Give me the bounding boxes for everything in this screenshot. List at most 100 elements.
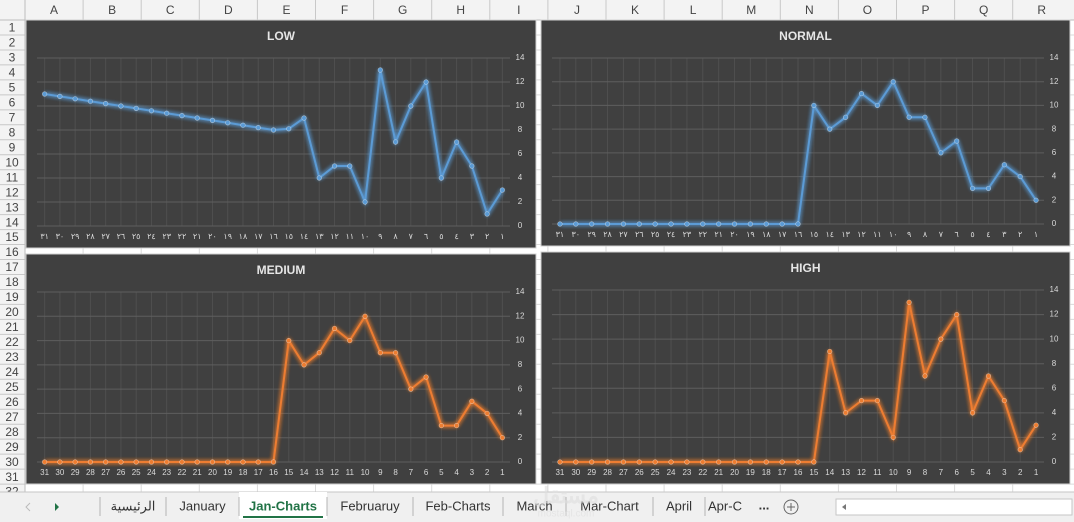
- x-tick-label: 10: [889, 468, 898, 477]
- sheet-tab[interactable]: January: [179, 498, 226, 513]
- horizontal-scrollbar[interactable]: [835, 498, 1073, 516]
- data-point: [731, 459, 738, 465]
- column-header[interactable]: I: [517, 3, 520, 17]
- x-tick-label: 26: [635, 468, 644, 477]
- x-tick-label: ٨: [393, 232, 398, 241]
- row-header[interactable]: 13: [5, 200, 19, 214]
- column-header[interactable]: A: [50, 3, 58, 17]
- sheet-tab[interactable]: Februaruy: [340, 498, 400, 513]
- sheet-tab[interactable]: April: [666, 498, 692, 513]
- column-header[interactable]: P: [922, 3, 930, 17]
- data-point: [874, 102, 880, 109]
- row-header[interactable]: 22: [5, 335, 19, 349]
- sheet-tab[interactable]: الرئيسية: [111, 498, 156, 514]
- scroll-arrow[interactable]: [842, 504, 846, 510]
- column-header[interactable]: R: [1037, 3, 1046, 17]
- row-header[interactable]: 17: [5, 260, 19, 274]
- row-header[interactable]: 20: [5, 305, 19, 319]
- x-tick-label: 16: [794, 468, 803, 477]
- row-header[interactable]: 14: [5, 215, 19, 229]
- column-header[interactable]: H: [456, 3, 465, 17]
- column-header[interactable]: J: [574, 3, 580, 17]
- column-header[interactable]: L: [690, 3, 697, 17]
- data-point: [890, 79, 896, 85]
- column-header[interactable]: D: [224, 3, 233, 17]
- x-tick-label: ٨: [923, 230, 928, 239]
- row-header[interactable]: 31: [5, 470, 19, 484]
- sheet-tab[interactable]: Jan-Charts: [249, 498, 317, 513]
- x-tick-label: 11: [346, 468, 355, 477]
- data-point: [906, 299, 912, 305]
- add-sheet-button[interactable]: [783, 499, 799, 515]
- row-header[interactable]: 28: [5, 425, 19, 439]
- chart-area: [25, 19, 537, 249]
- row-header[interactable]: 8: [9, 125, 16, 139]
- row-header[interactable]: 30: [5, 455, 19, 469]
- sheet-tab[interactable]: Feb-Charts: [425, 498, 491, 513]
- row-header[interactable]: 7: [9, 110, 16, 124]
- x-tick-label: ٢٣: [162, 232, 171, 241]
- column-header[interactable]: N: [805, 3, 814, 17]
- column-header[interactable]: M: [746, 3, 756, 17]
- data-point: [922, 373, 928, 379]
- x-tick-label: ٢٨: [603, 230, 612, 239]
- column-header[interactable]: Q: [979, 3, 988, 17]
- row-header[interactable]: 21: [5, 320, 19, 334]
- y-tick-label: 6: [518, 384, 523, 393]
- row-header[interactable]: 15: [5, 230, 19, 244]
- more-tabs[interactable]: ...: [759, 497, 770, 512]
- data-point: [423, 374, 429, 380]
- column-header[interactable]: O: [863, 3, 872, 17]
- watermark-url: mostaql.com: [538, 509, 595, 520]
- row-header[interactable]: 23: [5, 350, 19, 364]
- x-tick-label: ٢٢: [178, 232, 187, 241]
- y-tick-label: 14: [516, 53, 525, 62]
- column-header[interactable]: K: [631, 3, 639, 17]
- sheet-tab[interactable]: Mar-Chart: [580, 498, 639, 513]
- column-header[interactable]: F: [341, 3, 348, 17]
- row-header[interactable]: 16: [5, 245, 19, 259]
- data-point: [969, 410, 976, 416]
- sheet-tab[interactable]: March: [516, 498, 552, 513]
- data-point: [843, 114, 849, 120]
- row-header[interactable]: 26: [5, 395, 19, 409]
- row-header[interactable]: 18: [5, 275, 19, 289]
- column-header[interactable]: B: [108, 3, 116, 17]
- data-point: [469, 398, 475, 404]
- y-tick-label: 0: [1052, 457, 1057, 466]
- y-tick-label: 2: [518, 433, 523, 442]
- column-header[interactable]: G: [398, 3, 407, 17]
- row-header[interactable]: 1: [9, 21, 16, 35]
- scroll-right-button[interactable]: [55, 503, 59, 511]
- row-header[interactable]: 19: [5, 290, 19, 304]
- row-header[interactable]: 12: [5, 185, 19, 199]
- x-tick-label: 17: [254, 468, 263, 477]
- row-header[interactable]: 11: [6, 170, 19, 184]
- row-header[interactable]: 27: [5, 410, 19, 424]
- row-header[interactable]: 29: [5, 440, 19, 454]
- row-header[interactable]: 25: [5, 380, 19, 394]
- data-point: [795, 221, 801, 227]
- row-header[interactable]: 5: [9, 81, 16, 95]
- column-header[interactable]: E: [282, 3, 290, 17]
- data-point: [469, 163, 475, 169]
- data-point: [906, 114, 912, 120]
- row-header[interactable]: 9: [9, 140, 16, 154]
- row-header[interactable]: 2: [9, 36, 16, 50]
- row-header[interactable]: 10: [5, 155, 19, 169]
- active-tab[interactable]: [239, 492, 327, 519]
- column-header-bar: [0, 0, 1074, 20]
- row-header[interactable]: 3: [9, 51, 16, 65]
- scroll-left-button[interactable]: [25, 502, 31, 512]
- sheet-tab[interactable]: Apr-C: [708, 498, 742, 513]
- column-header[interactable]: C: [166, 3, 175, 17]
- row-header[interactable]: 24: [5, 365, 19, 379]
- x-tick-label: 13: [841, 468, 850, 477]
- row-header[interactable]: 6: [9, 96, 16, 110]
- row-header[interactable]: 4: [9, 66, 16, 80]
